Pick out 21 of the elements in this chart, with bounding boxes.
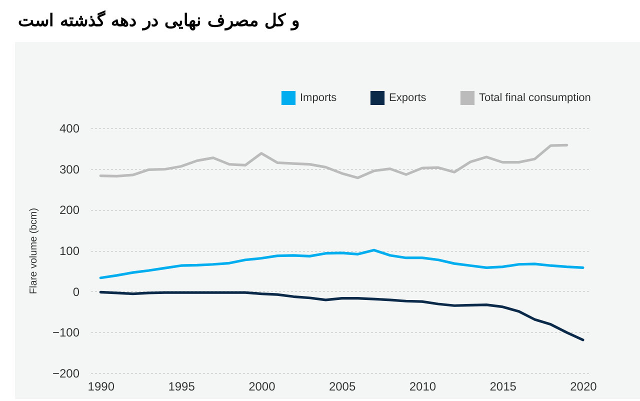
y-tick-label: 300 [59, 162, 80, 176]
y-tick-label: 400 [59, 122, 80, 136]
chart-title: و کل مصرف نهایی در دهه گذشته است [17, 9, 300, 33]
y-tick-label: 100 [59, 244, 80, 258]
y-tick-label: 200 [59, 203, 80, 218]
x-tick-label: 2010 [409, 380, 436, 394]
x-tick-label: 1995 [168, 380, 196, 394]
y-tick-label: −100 [52, 326, 80, 340]
legend-label: Imports [300, 92, 338, 104]
x-tick-label: 2015 [490, 380, 517, 394]
y-axis-title: Flare volume (bcm) [28, 208, 40, 294]
y-tick-label: −200 [52, 366, 80, 380]
legend-label: Exports [389, 92, 427, 104]
x-tick-label: 2005 [328, 380, 356, 394]
legend-label: Total final consumption [479, 92, 591, 104]
x-tick-label: 2000 [248, 380, 276, 394]
x-tick-label: 2020 [570, 380, 598, 394]
x-tick-label: 1990 [88, 380, 115, 394]
y-tick-label: 0 [72, 284, 80, 299]
line-series [99, 290, 584, 342]
line-series [99, 248, 584, 280]
